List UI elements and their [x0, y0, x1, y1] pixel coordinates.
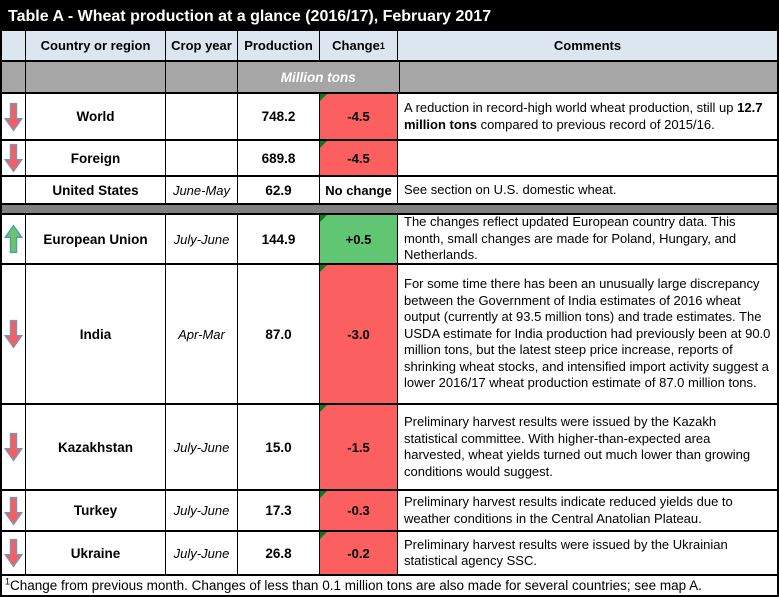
header-comments: Comments — [398, 31, 777, 60]
comment-text: A reduction in record-high world wheat p… — [404, 100, 738, 115]
production-cell: 17.3 — [238, 491, 320, 530]
units-comments-cell — [399, 62, 777, 92]
country-cell: India — [26, 265, 166, 403]
down-arrow-icon — [4, 432, 23, 462]
comment-cell: For some time there has been an unusuall… — [398, 265, 777, 403]
crop-year-cell: July-June — [166, 491, 238, 530]
header-trend-cell — [2, 31, 26, 60]
change-cell: No change — [320, 177, 398, 203]
units-crop-cell — [166, 62, 238, 92]
change-cell: -4.5 — [320, 94, 398, 139]
down-arrow-icon — [4, 102, 23, 132]
table-row-kazakhstan: Kazakhstan July-June 15.0 -1.5 Prelimina… — [2, 405, 777, 491]
production-cell: 87.0 — [238, 265, 320, 403]
trend-cell — [2, 532, 26, 574]
change-cell: -4.5 — [320, 141, 398, 175]
trend-cell — [2, 177, 26, 203]
country-cell: Foreign — [26, 141, 166, 175]
country-cell: Ukraine — [26, 532, 166, 574]
change-cell: +0.5 — [320, 215, 398, 263]
crop-year-cell: July-June — [166, 215, 238, 263]
comment-cell: See section on U.S. domestic wheat. — [398, 177, 777, 203]
comment-text: The changes reflect updated European cou… — [404, 215, 737, 263]
production-cell: 689.8 — [238, 141, 320, 175]
production-cell: 26.8 — [238, 532, 320, 574]
trend-cell — [2, 141, 26, 175]
change-cell: -3.0 — [320, 265, 398, 403]
comment-cell: Preliminary harvest results were issued … — [398, 405, 777, 489]
comment-text: For some time there has been an unusuall… — [404, 276, 771, 391]
trend-cell — [2, 265, 26, 403]
country-cell: Turkey — [26, 491, 166, 530]
header-row: Country or region Crop year Production C… — [2, 31, 777, 62]
production-cell: 15.0 — [238, 405, 320, 489]
crop-year-cell: Apr-Mar — [166, 265, 238, 403]
table-row-ukraine: Ukraine July-June 26.8 -0.2 Preliminary … — [2, 532, 777, 576]
table-row-world: World 748.2 -4.5 A reduction in record-h… — [2, 94, 777, 141]
change-cell: -0.2 — [320, 532, 398, 574]
up-arrow-icon — [4, 224, 23, 254]
header-production: Production — [238, 31, 320, 60]
comment-cell: Preliminary harvest results indicate red… — [398, 491, 777, 530]
table-row-united-states: United States June-May 62.9 No change Se… — [2, 177, 777, 205]
country-cell: European Union — [26, 215, 166, 263]
crop-year-cell — [166, 94, 238, 139]
change-cell: -1.5 — [320, 405, 398, 489]
table-row-turkey: Turkey July-June 17.3 -0.3 Preliminary h… — [2, 491, 777, 532]
down-arrow-icon — [4, 143, 23, 173]
footnote: 1Change from previous month. Changes of … — [2, 576, 777, 595]
country-cell: World — [26, 94, 166, 139]
table-row-india: India Apr-Mar 87.0 -3.0 For some time th… — [2, 265, 777, 405]
comment-text: Preliminary harvest results were issued … — [404, 414, 751, 479]
trend-cell — [2, 491, 26, 530]
footnote-text: Change from previous month. Changes of l… — [10, 578, 702, 593]
production-cell: 748.2 — [238, 94, 320, 139]
header-change: Change 1 — [320, 31, 398, 60]
header-change-label: Change — [332, 38, 380, 53]
down-arrow-icon — [4, 538, 23, 568]
trend-cell — [2, 94, 26, 139]
trend-cell — [2, 215, 26, 263]
units-trend-cell — [2, 62, 26, 92]
header-crop-year: Crop year — [166, 31, 238, 60]
trend-cell — [2, 405, 26, 489]
crop-year-cell — [166, 141, 238, 175]
comment-text: Preliminary harvest results indicate red… — [404, 494, 733, 526]
units-row: Million tons — [2, 62, 777, 94]
country-cell: United States — [26, 177, 166, 203]
comment-cell: A reduction in record-high world wheat p… — [398, 94, 777, 139]
comment-text-post: compared to previous record of 2015/16. — [476, 116, 715, 132]
table-title: Table A - Wheat production at a glance (… — [2, 2, 777, 31]
table-title-text: Table A - Wheat production at a glance (… — [8, 7, 492, 25]
crop-year-cell: June-May — [166, 177, 238, 203]
section-separator — [2, 205, 777, 215]
change-cell: -0.3 — [320, 491, 398, 530]
comment-cell: The changes reflect updated European cou… — [398, 215, 777, 263]
header-country: Country or region — [26, 31, 166, 60]
down-arrow-icon — [4, 496, 23, 526]
table-row-european-union: European Union July-June 144.9 +0.5 The … — [2, 215, 777, 265]
production-cell: 144.9 — [238, 215, 320, 263]
production-cell: 62.9 — [238, 177, 320, 203]
country-cell: Kazakhstan — [26, 405, 166, 489]
comment-cell: Preliminary harvest results were issued … — [398, 532, 777, 574]
down-arrow-icon — [4, 319, 23, 349]
footnote-superscript: 1 — [5, 576, 11, 587]
units-label-cell: Million tons — [238, 62, 400, 92]
comment-text: See section on U.S. domestic wheat. — [404, 181, 617, 197]
comment-text: Preliminary harvest results were issued … — [404, 536, 728, 569]
crop-year-cell: July-June — [166, 405, 238, 489]
units-label: Million tons — [280, 69, 356, 85]
units-country-cell — [26, 62, 166, 92]
crop-year-cell: July-June — [166, 532, 238, 574]
table-row-foreign: Foreign 689.8 -4.5 — [2, 141, 777, 177]
comment-cell — [398, 141, 777, 175]
comment-bold-text: 12.7 million tons — [404, 100, 763, 132]
